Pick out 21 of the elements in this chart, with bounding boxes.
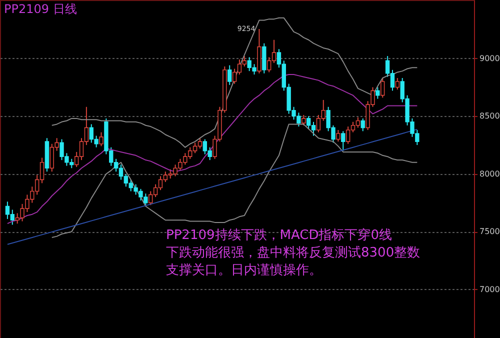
candlestick — [302, 114, 306, 126]
y-tick-label: 8000 — [480, 169, 500, 178]
candlestick — [227, 64, 232, 86]
y-tick-label: 8500 — [480, 112, 500, 121]
y-tick-label: 9000 — [480, 54, 500, 63]
candlestick — [360, 118, 365, 132]
annotation: PP2109持续下跌，MACD指标下穿0线 — [166, 228, 392, 243]
candlestick — [376, 86, 380, 100]
candlestick — [99, 132, 104, 147]
candlestick — [395, 78, 400, 90]
annotation: 下跌动能很强，盘中料将反复测试8300整数 — [166, 246, 420, 260]
candlestick — [336, 130, 340, 142]
candlestick — [262, 42, 266, 74]
y-tick-label: 7000 — [480, 284, 500, 294]
annotation: 支撑关口。日内谨慎操作。 — [166, 263, 322, 278]
chart-title: PP2109 日线 — [4, 2, 77, 16]
candlestick — [341, 130, 346, 152]
line-series — [6, 74, 418, 224]
y-tick-label: 7500 — [480, 227, 500, 236]
candlestick — [380, 78, 385, 98]
line-series — [51, 17, 418, 148]
